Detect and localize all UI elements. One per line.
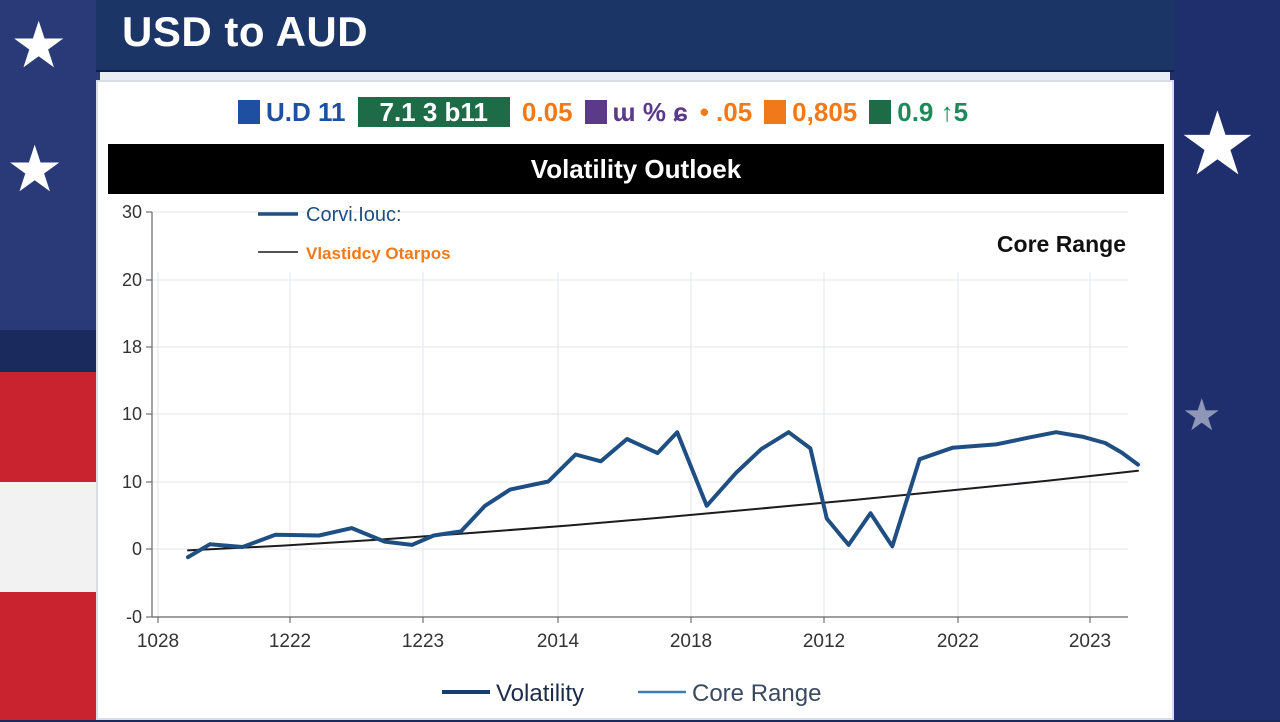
ticker-item: 0,805 xyxy=(764,97,857,128)
ticker-item: U.D 11 xyxy=(238,97,346,128)
x-tick-label: 2018 xyxy=(670,631,712,652)
ticker-value: 0.9 ↑5 xyxy=(897,96,969,127)
star-icon: ★ xyxy=(10,9,68,83)
page-title: USD to AUD xyxy=(122,8,369,55)
x-tick-label: 2023 xyxy=(1069,631,1111,652)
ticker-swatch xyxy=(238,100,260,124)
ticker-value: 7.1 3 b11 xyxy=(357,97,510,127)
core-range-annotation: Core Range xyxy=(997,231,1126,257)
legend-label: Corvi.Iouc: xyxy=(306,204,402,226)
ticker-value: 0,805 xyxy=(792,96,858,127)
y-tick-label: 18 xyxy=(122,337,142,357)
ticker-value: U.D 11 xyxy=(266,96,346,127)
y-tick-label: 30 xyxy=(122,202,142,222)
legend-label: Volatility xyxy=(496,680,584,707)
ticker-item: 0.9 ↑5 xyxy=(869,97,968,128)
volatility-line xyxy=(186,430,1140,560)
star-icon: ★ xyxy=(1178,92,1257,195)
y-tick-label: -0 xyxy=(126,607,142,627)
ticker-value: ɯ % ɕ xyxy=(612,96,688,127)
chart-title: Volatility Outloek xyxy=(530,154,742,184)
ticker-value: • .05 xyxy=(699,96,753,127)
ticker-item: 0.05 xyxy=(522,97,573,128)
x-tick-label: 1028 xyxy=(137,631,179,652)
core-range-line xyxy=(187,469,1139,552)
ticker-swatch xyxy=(764,100,787,124)
y-tick-label: 10 xyxy=(122,404,142,424)
ticker-swatch xyxy=(584,100,607,124)
chart-title-bar: Volatility Outloek xyxy=(108,144,1164,194)
ticker-item: • .05 xyxy=(700,97,752,128)
title-bar: USD to AUD xyxy=(96,0,1174,72)
x-tick-label: 2014 xyxy=(537,631,580,652)
y-tick-label: 10 xyxy=(122,472,142,492)
ticker-strip: U.D 11 7.1 3 b11 0.05 ɯ % ɕ • .05 0,805 0.9 ↑5 xyxy=(238,96,968,128)
y-tick-label: 20 xyxy=(122,270,142,290)
ticker-value: 0.05 xyxy=(521,96,573,127)
x-tick-label: 2012 xyxy=(803,631,845,652)
x-tick-label: 2022 xyxy=(937,631,979,652)
chart-panel: U.D 11 7.1 3 b11 0.05 ɯ % ɕ • .05 0,805 0.9 ↑5… xyxy=(96,80,1174,720)
ticker-item: ɯ % ɕ xyxy=(584,96,688,128)
y-tick-label: 0 xyxy=(132,539,142,559)
ticker-item: 7.1 3 b11 xyxy=(357,97,510,127)
legend-label: Vlastidcy Otarpos xyxy=(306,244,451,263)
star-icon: ★ xyxy=(1182,390,1222,441)
legend-label: Core Range xyxy=(692,680,821,707)
star-icon: ★ xyxy=(6,133,64,207)
x-tick-label: 1223 xyxy=(402,631,444,652)
ticker-swatch xyxy=(869,100,892,124)
x-tick-label: 1222 xyxy=(269,631,311,652)
